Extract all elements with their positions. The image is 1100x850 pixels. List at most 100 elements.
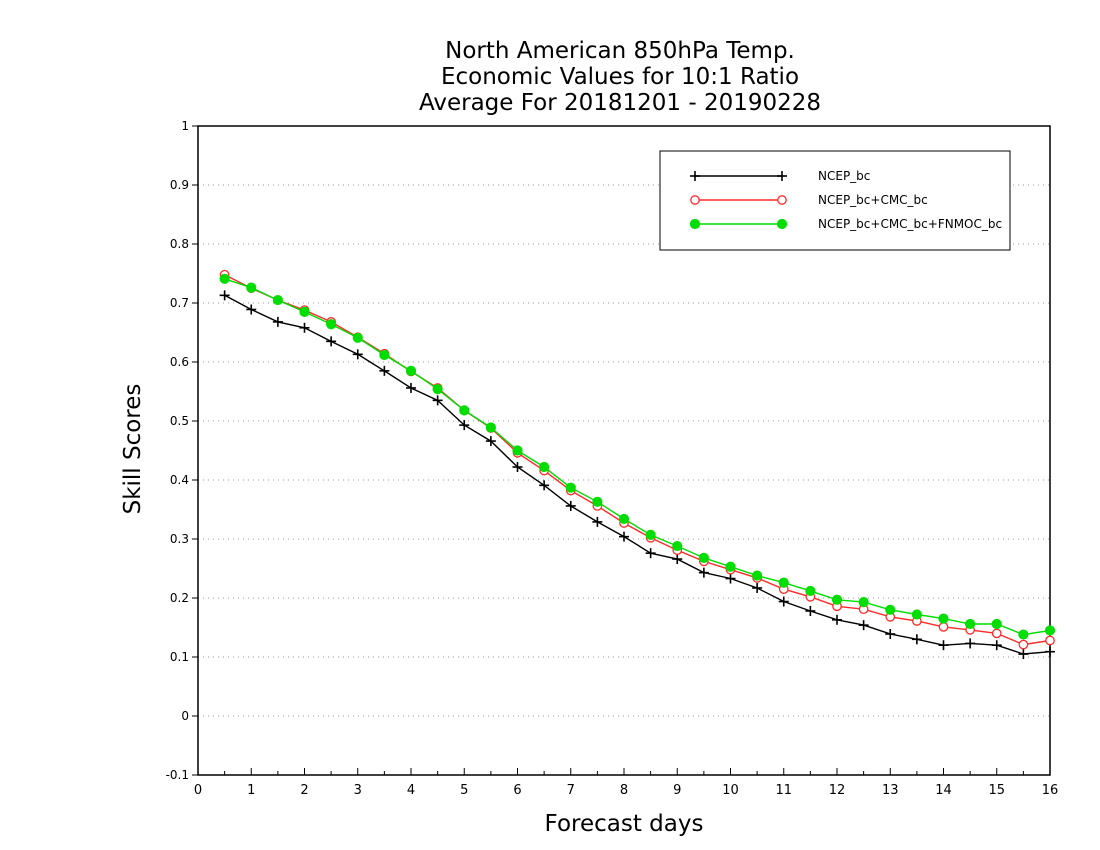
- data-point: [592, 516, 603, 527]
- data-point: [938, 622, 949, 632]
- x-axis-label: Forecast days: [544, 811, 704, 837]
- data-point: [858, 620, 869, 631]
- data-point: [885, 604, 896, 615]
- data-point: [1018, 629, 1029, 640]
- data-point: [406, 382, 416, 393]
- x-axis-ticks: 0 1 2 3 4 5 6 7 8 9 10 11 12 13 14 15 16: [194, 768, 1058, 798]
- data-point: [1044, 625, 1056, 636]
- legend-marker: [689, 218, 701, 230]
- data-point: [805, 605, 816, 616]
- x-tick-label: 13: [882, 783, 899, 798]
- series-2: [219, 269, 1055, 650]
- data-point: [831, 594, 843, 605]
- x-tick-label: 12: [829, 783, 846, 798]
- x-tick-label: 9: [673, 783, 681, 798]
- y-tick-label: 0.2: [170, 591, 189, 605]
- data-point: [326, 336, 337, 347]
- legend-label: NCEP_bc+CMC_bc: [818, 193, 928, 207]
- data-point: [485, 436, 496, 447]
- data-point: [911, 609, 922, 620]
- data-point: [246, 304, 257, 315]
- legend-marker: [777, 195, 787, 205]
- chart-title-line-2: Economic Values for 10:1 Ratio: [440, 64, 800, 90]
- data-point: [618, 513, 630, 525]
- x-tick-label: 1: [247, 783, 255, 798]
- series-line: [224, 294, 1051, 655]
- data-point: [512, 445, 523, 456]
- data-point: [512, 462, 523, 473]
- data-point: [485, 422, 496, 433]
- data-point: [938, 640, 949, 651]
- data-point: [645, 548, 656, 559]
- y-tick-label: 0.8: [170, 237, 189, 251]
- legend-entry: NCEP_bc: [690, 169, 870, 183]
- data-point: [778, 596, 789, 607]
- series-line: [224, 274, 1051, 646]
- x-tick-label: 3: [354, 783, 362, 798]
- data-point: [1045, 635, 1055, 646]
- data-point: [698, 567, 709, 578]
- series-1: [219, 290, 1055, 660]
- data-point: [991, 628, 1002, 639]
- data-point: [805, 585, 816, 597]
- data-point: [405, 365, 417, 376]
- data-point: [352, 349, 363, 360]
- data-point: [725, 573, 736, 584]
- data-point: [991, 618, 1002, 630]
- data-point: [752, 582, 763, 593]
- x-tick-label: 4: [407, 783, 415, 798]
- data-point: [965, 618, 976, 630]
- legend-marker: [776, 218, 788, 230]
- data-point: [645, 529, 656, 540]
- x-tick-label: 6: [513, 783, 521, 798]
- x-tick-label: 14: [935, 783, 952, 798]
- data-point: [1018, 639, 1029, 650]
- series-layer: [219, 269, 1056, 660]
- data-point: [432, 395, 443, 406]
- data-point: [619, 531, 629, 542]
- data-point: [299, 306, 310, 317]
- data-point: [725, 561, 736, 572]
- data-point: [672, 554, 683, 565]
- data-point: [858, 597, 869, 608]
- data-point: [379, 365, 390, 376]
- chart-title-line-1: North American 850hPa Temp.: [445, 38, 795, 64]
- y-axis-ticks: -0.1 0 0.1 0.2 0.3 0.4 0.5 0.6 0.7 0.8 0.9 1: [166, 119, 198, 782]
- y-tick-label: 0.6: [170, 355, 189, 369]
- x-tick-label: 0: [194, 783, 202, 798]
- y-tick-label: 0: [181, 709, 189, 723]
- legend: NCEP_bc NCEP_bc+CMC_bc NCEP_bc+CMC_bc+FNMO…: [659, 150, 1011, 251]
- x-tick-label: 16: [1042, 783, 1059, 798]
- data-point: [272, 294, 283, 306]
- data-point: [352, 332, 363, 343]
- y-tick-label: 0.4: [170, 473, 189, 487]
- data-point: [885, 628, 896, 639]
- series-3: [219, 273, 1056, 640]
- x-tick-label: 15: [988, 783, 1005, 798]
- data-point: [219, 273, 230, 284]
- x-tick-label: 5: [460, 783, 468, 798]
- data-point: [432, 384, 443, 395]
- data-point: [379, 349, 390, 361]
- data-point: [938, 613, 949, 624]
- data-point: [539, 480, 550, 491]
- data-point: [565, 500, 576, 511]
- y-tick-label: 0.5: [170, 414, 189, 428]
- y-tick-label: -0.1: [166, 768, 189, 782]
- data-point: [272, 316, 283, 327]
- data-point: [459, 420, 470, 431]
- y-tick-label: 1: [181, 119, 189, 133]
- y-tick-label: 0.7: [170, 296, 189, 310]
- legend-entry: NCEP_bc+CMC_bc+FNMOC_bc: [689, 217, 1002, 231]
- legend-label: NCEP_bc+CMC_bc+FNMOC_bc: [818, 217, 1002, 231]
- data-point: [911, 634, 922, 645]
- legend-marker: [690, 171, 700, 181]
- data-point: [299, 322, 310, 333]
- y-tick-label: 0.1: [170, 650, 189, 664]
- data-point: [965, 638, 976, 649]
- data-point: [246, 282, 257, 293]
- data-point: [539, 461, 550, 473]
- data-point: [698, 552, 709, 563]
- legend-label: NCEP_bc: [818, 169, 870, 183]
- legend-entry: NCEP_bc+CMC_bc: [690, 193, 928, 207]
